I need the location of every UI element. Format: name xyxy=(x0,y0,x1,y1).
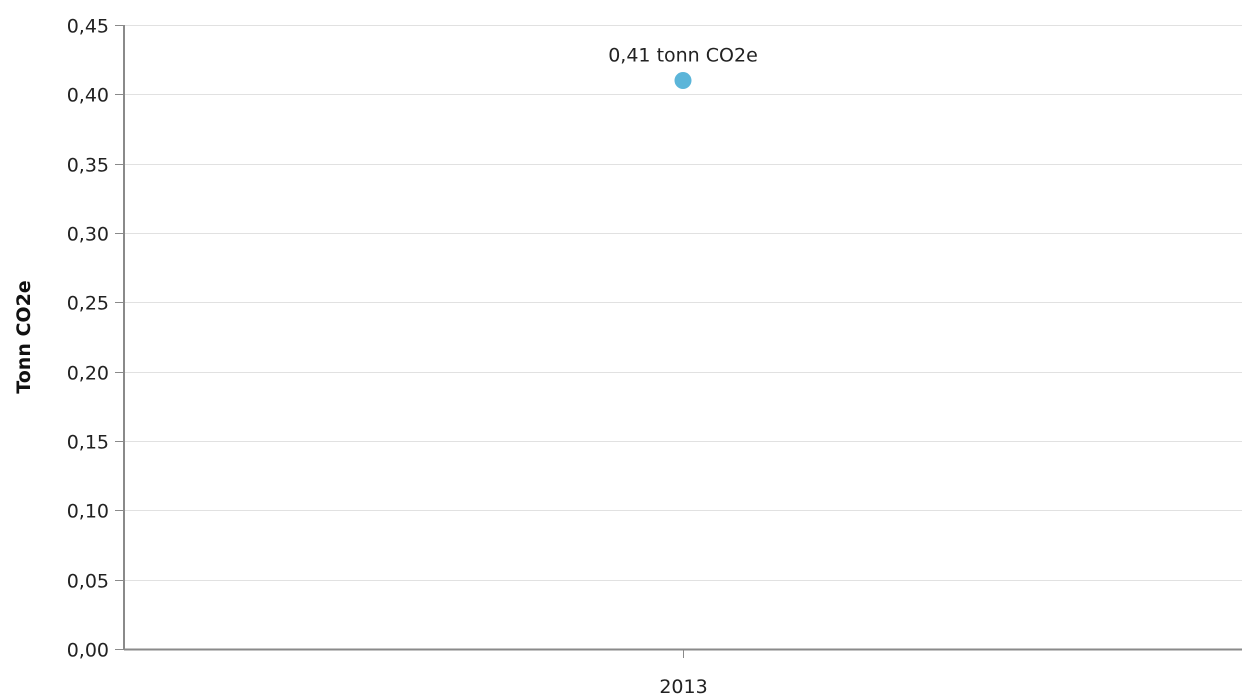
y-tick-label: 0,30 xyxy=(67,224,109,246)
data-points xyxy=(674,71,692,89)
data-labels: 0,41 tonn CO2e xyxy=(608,44,758,66)
axes xyxy=(115,25,1242,658)
y-tick-label: 0,35 xyxy=(67,155,109,177)
y-tick-label: 0,25 xyxy=(67,293,109,315)
y-tick-label: 0,00 xyxy=(67,640,109,662)
x-tick-label: 2013 xyxy=(659,676,707,695)
y-axis-title: Tonn CO2e xyxy=(13,280,35,393)
y-tick-label: 0,40 xyxy=(67,85,109,107)
y-tick-labels: 0,00 0,05 0,10 0,15 0,20 0,25 0,30 0,35 0,40 0,45 xyxy=(67,16,109,662)
y-tick-label: 0,15 xyxy=(67,432,109,454)
y-tick-label: 0,45 xyxy=(67,16,109,38)
grid xyxy=(124,25,1242,581)
y-tick-label: 0,20 xyxy=(67,363,109,385)
data-label: 0,41 tonn CO2e xyxy=(608,44,758,66)
y-tick-label: 0,10 xyxy=(67,501,109,523)
x-tick-labels: 2013 xyxy=(659,676,707,695)
data-point[interactable] xyxy=(674,71,692,89)
y-tick-label: 0,05 xyxy=(67,571,109,593)
